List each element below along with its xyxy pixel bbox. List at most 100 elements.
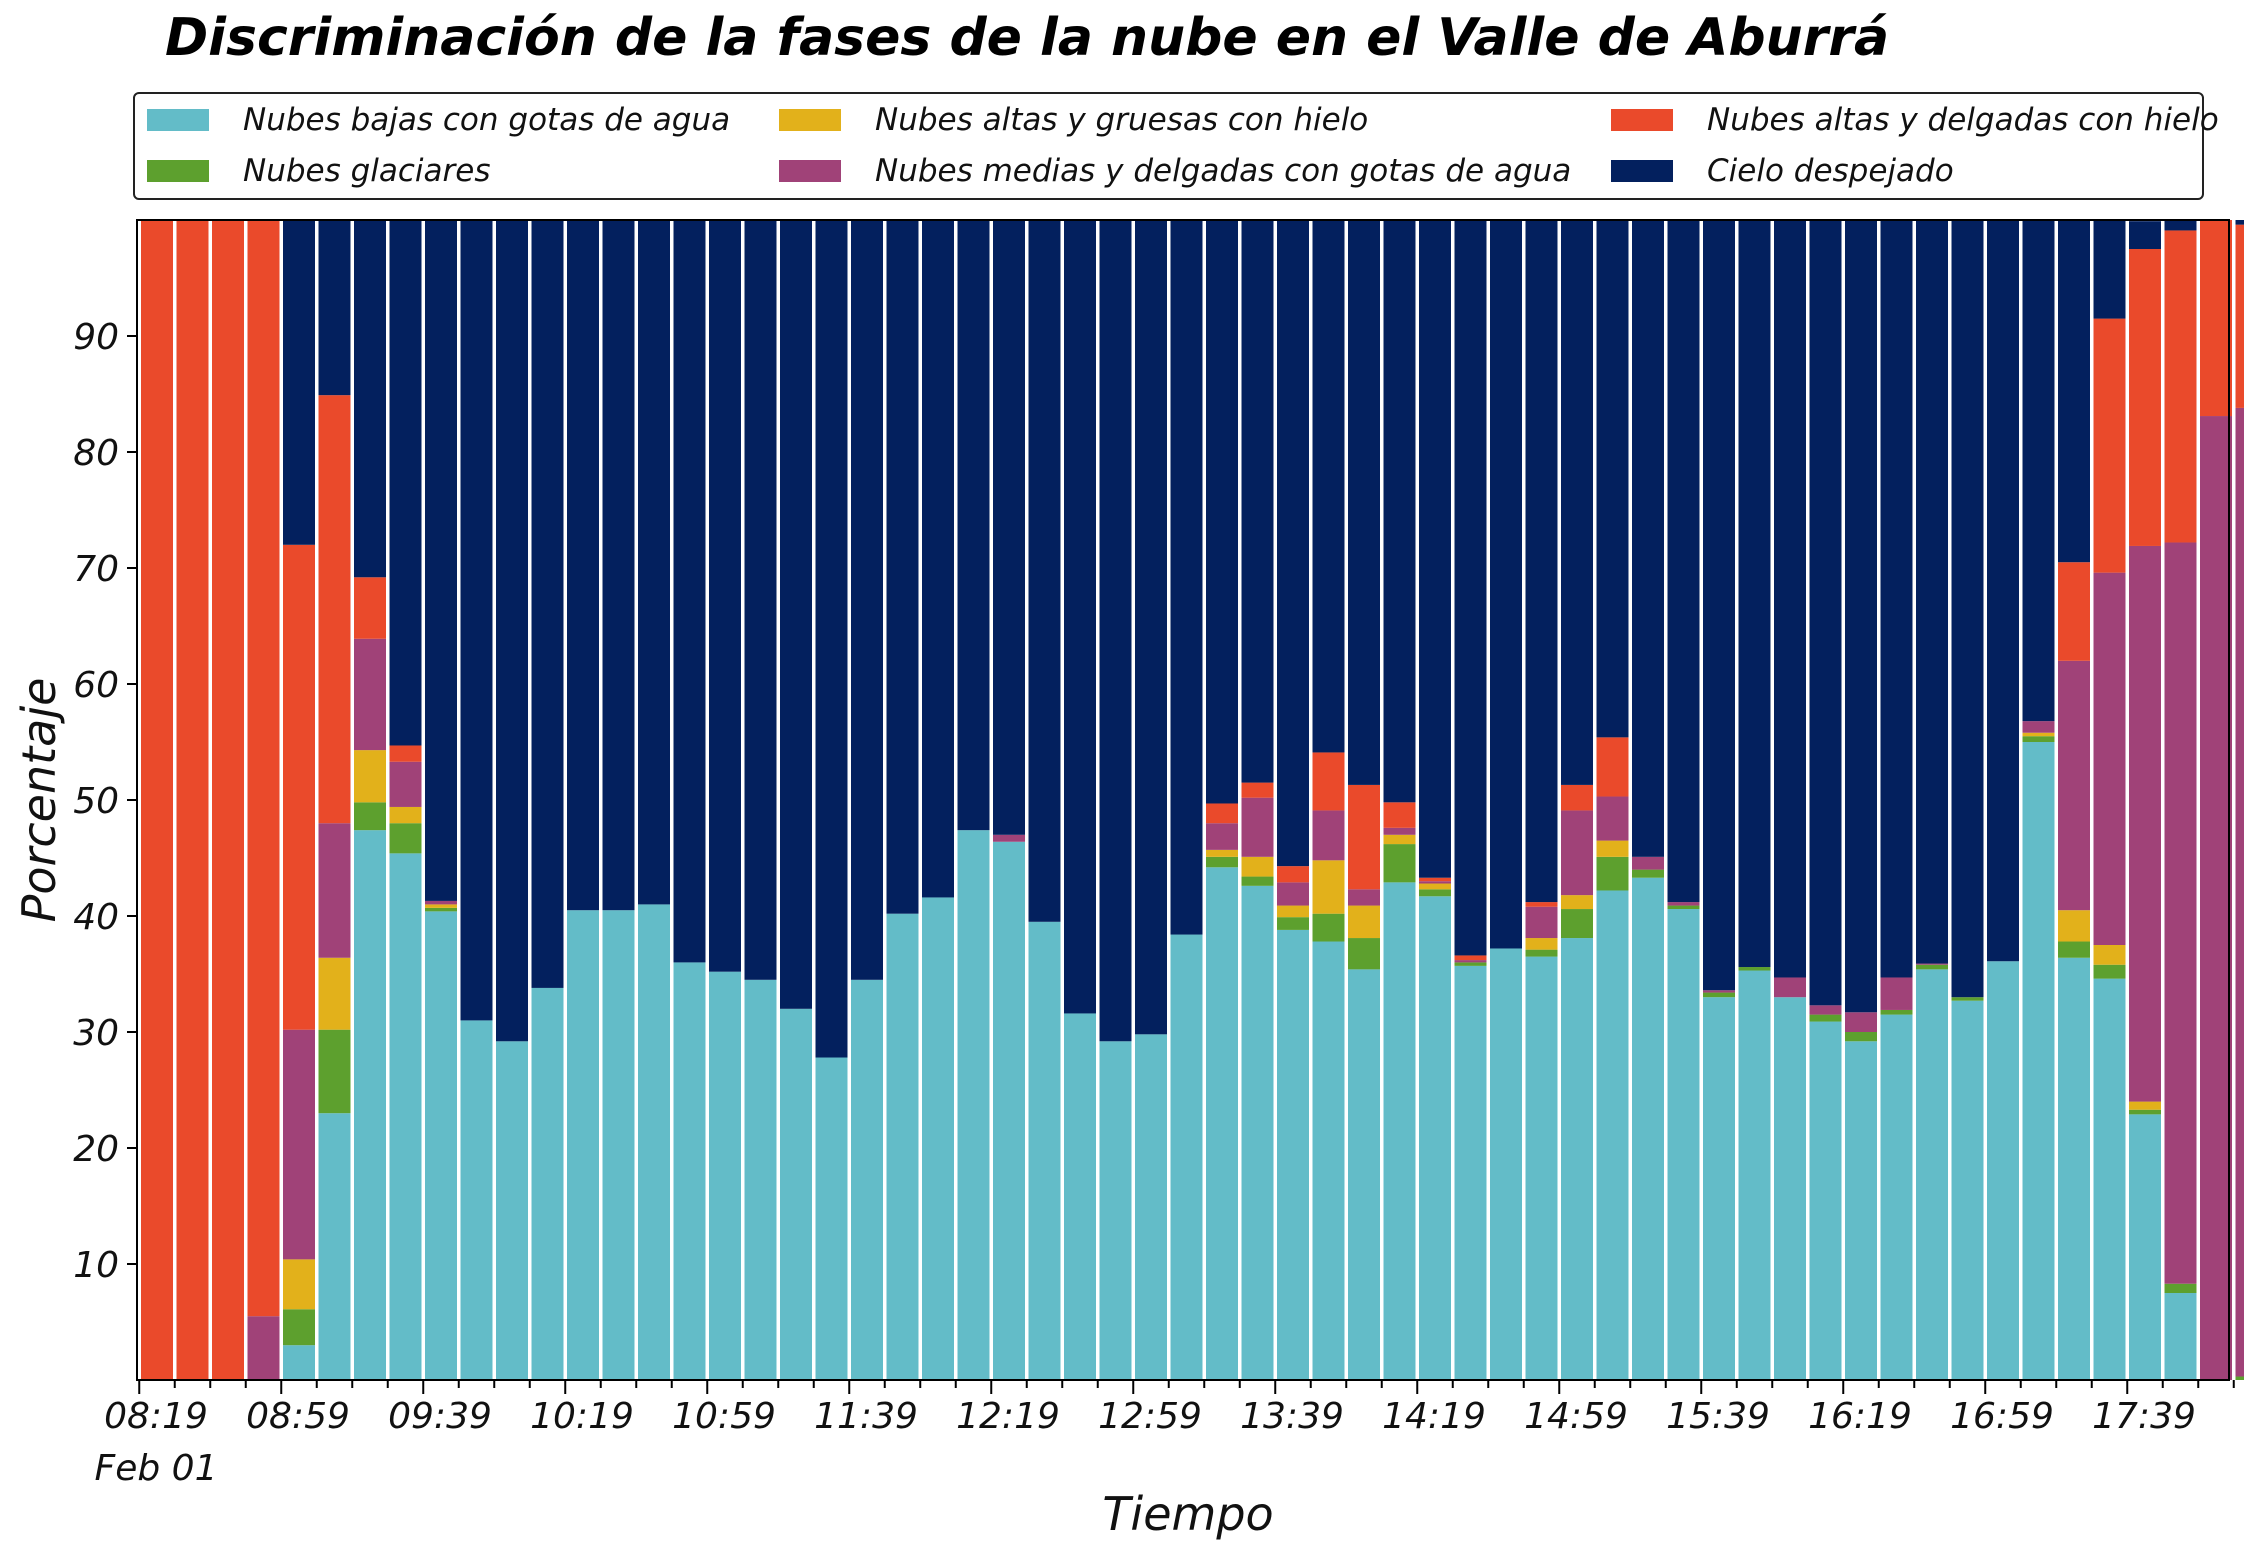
bar-segment	[389, 220, 422, 746]
bar-segment	[1916, 964, 1948, 970]
bar-segment	[1845, 1032, 1877, 1042]
bar-segment	[1561, 810, 1593, 896]
bar-segment	[1383, 882, 1416, 1380]
bar-segment	[2022, 721, 2055, 733]
bar-segment	[1312, 810, 1345, 861]
bar-segment	[354, 802, 386, 831]
bar-segment	[1135, 220, 1167, 1035]
legend-swatch	[147, 160, 209, 182]
bar-segment	[1987, 961, 2019, 1380]
bar-segment	[1703, 997, 1735, 1380]
x-tick-label: 10:59	[672, 1396, 776, 1437]
bar-segment	[141, 220, 173, 1380]
bar-segment	[283, 1309, 315, 1346]
bar-segment	[318, 957, 351, 1030]
x-axis: 08:19 08:59 09:39 10:19 10:59 11:39 12:19 12:59…	[95, 1380, 2235, 1489]
bar-segment	[389, 806, 422, 824]
bar-segment	[2235, 1376, 2244, 1380]
bar-segment	[1525, 956, 1558, 1380]
bar-segment	[2129, 1114, 2161, 1380]
bar-segment	[1028, 921, 1061, 1380]
bar-segment	[1454, 965, 1487, 1380]
legend-item-nubes-altas-delgadas: Nubes altas y delgadas con hielo	[1611, 100, 2219, 140]
bar-segment	[1241, 876, 1274, 886]
bar-segment	[389, 745, 422, 762]
bar-segment	[318, 1029, 351, 1114]
bar-segment	[1348, 938, 1380, 970]
y-tick-label: 80	[73, 433, 119, 474]
bar-segment	[283, 544, 315, 1030]
bar-segment	[2093, 945, 2126, 965]
bar-segment	[1596, 796, 1629, 841]
y-axis: 10 20 30 40 50 60 70 80 90	[73, 317, 137, 1286]
legend-item-nubes-bajas: Nubes bajas con gotas de agua	[147, 100, 730, 140]
bar-segment	[815, 220, 848, 1058]
x-tick-label: 10:19	[530, 1396, 634, 1437]
bar-segment	[2022, 736, 2055, 742]
bar-segment	[1561, 895, 1593, 910]
bar-segment	[2022, 742, 2055, 1380]
bar-segment	[1454, 955, 1487, 961]
bar-segment	[425, 900, 457, 905]
bar-segment	[1525, 938, 1558, 950]
bar-segment	[1206, 220, 1238, 804]
bar-segment	[425, 911, 457, 1380]
bar-segment	[1525, 949, 1558, 957]
bar-segment	[709, 220, 741, 972]
bar-segment	[2129, 545, 2161, 1102]
bar-segment	[2058, 957, 2090, 1380]
bar-segment	[1561, 938, 1593, 1380]
bar-segment	[247, 220, 280, 1317]
bar-segment	[1916, 220, 1948, 964]
bar-segment	[1348, 905, 1380, 939]
bar-segment	[1880, 1009, 1913, 1015]
bar-segment	[1809, 1021, 1842, 1380]
bar-segment	[1703, 220, 1735, 991]
bar-segment	[709, 971, 741, 1380]
legend-item-nubes-medias: Nubes medias y delgadas con gotas de agu…	[779, 151, 1571, 191]
bar-segment	[1596, 856, 1629, 891]
bar-segment	[354, 220, 386, 578]
x-axis-label: Tiempo	[1102, 1487, 1273, 1541]
legend-swatch	[779, 160, 841, 182]
bar-segment	[1277, 866, 1309, 883]
bar-segment	[1383, 834, 1416, 845]
bar-segment	[673, 962, 706, 1380]
bar-segment	[2093, 978, 2126, 1380]
bar-segment	[1064, 220, 1096, 1014]
bar-segment	[1951, 220, 1984, 998]
bar-segment	[496, 220, 528, 1042]
legend-swatch	[147, 109, 209, 131]
bar-segment	[993, 841, 1025, 1380]
bar-segment	[851, 979, 883, 1380]
bar-segment	[318, 395, 351, 824]
x-tick-label: 12:19	[956, 1396, 1060, 1437]
bar-segment	[2129, 221, 2161, 249]
x-tick-label: 13:39	[1240, 1396, 1344, 1437]
y-tick-label: 60	[73, 665, 119, 706]
bar-segment	[1241, 885, 1274, 1380]
bar-segment	[1667, 905, 1700, 910]
legend-label: Nubes glaciares	[243, 153, 491, 189]
bar-segment	[1312, 860, 1345, 914]
bar-segment	[1596, 890, 1629, 1380]
bar-segment	[1703, 992, 1735, 998]
bar-segment	[780, 220, 812, 1009]
x-tick-label: 17:39	[2092, 1396, 2196, 1437]
bar-segment	[2235, 224, 2244, 408]
bar-segment	[1738, 967, 1771, 971]
bar-segment	[1561, 784, 1593, 811]
bar-segment	[1667, 909, 1700, 1380]
x-tick-sublabel: Feb 01	[95, 1448, 218, 1489]
bar-segment	[886, 220, 919, 914]
legend-swatch	[1611, 109, 1673, 131]
legend-label: Nubes altas y delgadas con hielo	[1707, 102, 2219, 138]
bar-segment	[602, 910, 635, 1380]
bar-segment	[1738, 220, 1771, 968]
bar-segment	[2164, 230, 2197, 543]
bar-segment	[744, 220, 777, 980]
bar-segment	[957, 220, 990, 831]
x-tick-label: 08:19	[104, 1396, 208, 1437]
bar-segment	[1419, 881, 1451, 884]
bar-segment	[1703, 990, 1735, 993]
